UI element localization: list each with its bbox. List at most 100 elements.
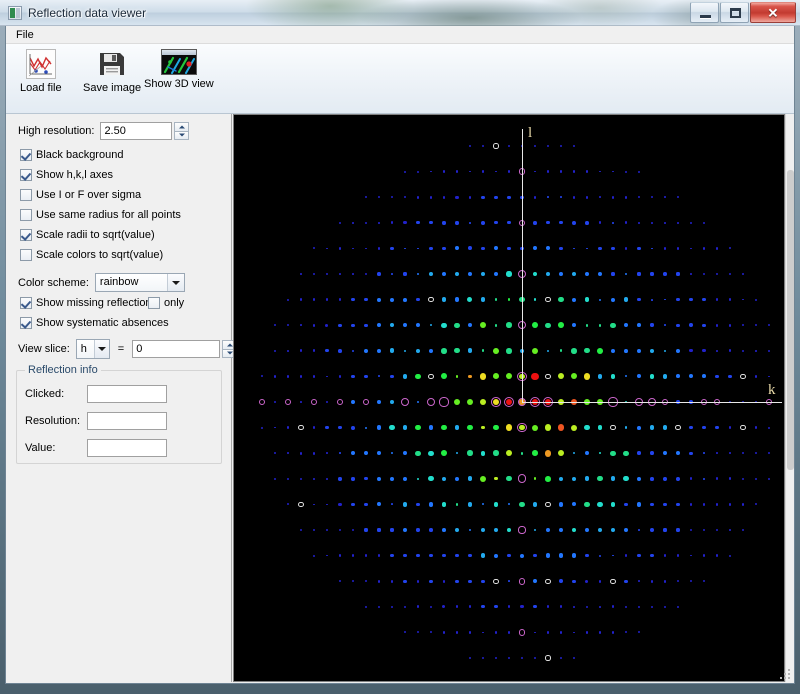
reflection-dot[interactable] bbox=[715, 374, 719, 379]
reflection-dot[interactable] bbox=[571, 502, 577, 507]
reflection-dot[interactable] bbox=[533, 221, 537, 225]
reflection-dot[interactable] bbox=[300, 273, 302, 275]
missing-reflection-ring[interactable] bbox=[545, 297, 551, 303]
reflection-dot[interactable] bbox=[715, 272, 719, 276]
reflection-dot[interactable] bbox=[533, 528, 537, 532]
reflection-dot[interactable] bbox=[415, 348, 421, 354]
missing-reflection-ring[interactable] bbox=[336, 398, 344, 406]
reflection-dot[interactable] bbox=[520, 144, 524, 148]
checkbox-use-same-radius-box[interactable] bbox=[20, 209, 32, 221]
reflection-dot[interactable] bbox=[416, 297, 420, 302]
missing-reflection-ring[interactable] bbox=[713, 398, 721, 406]
reflection-dot[interactable] bbox=[312, 247, 316, 250]
reflection-dot[interactable] bbox=[663, 272, 667, 276]
reflection-dot[interactable] bbox=[403, 170, 407, 173]
reflection-dot[interactable] bbox=[676, 605, 680, 608]
missing-reflection-ring[interactable] bbox=[298, 425, 304, 431]
reflection-dot[interactable] bbox=[558, 322, 564, 329]
reflection-dot[interactable] bbox=[467, 502, 473, 507]
reflection-dot[interactable] bbox=[584, 501, 590, 508]
reflection-dot[interactable] bbox=[690, 273, 692, 275]
reflection-dot[interactable] bbox=[676, 272, 680, 276]
reflection-dot[interactable] bbox=[664, 324, 666, 327]
reflection-dot[interactable] bbox=[584, 451, 590, 456]
reflection-dot[interactable] bbox=[468, 144, 471, 147]
missing-reflection-ring[interactable] bbox=[362, 398, 370, 406]
missing-reflection-ring[interactable] bbox=[518, 168, 526, 175]
reflection-dot[interactable] bbox=[611, 195, 615, 199]
reflection-dot[interactable] bbox=[689, 400, 693, 404]
reflection-dot[interactable] bbox=[677, 221, 679, 224]
reflection-dot[interactable] bbox=[442, 631, 446, 634]
reflection-dot[interactable] bbox=[429, 195, 433, 199]
reflection-dot[interactable] bbox=[378, 375, 380, 378]
reflection-dot[interactable] bbox=[442, 554, 446, 558]
reflection-dot[interactable] bbox=[390, 196, 394, 199]
reflection-dot[interactable] bbox=[338, 247, 342, 250]
reflection-dot[interactable] bbox=[415, 373, 421, 380]
reflection-dot[interactable] bbox=[532, 322, 538, 329]
reflection-dot[interactable] bbox=[558, 476, 564, 481]
reflection-dot[interactable] bbox=[741, 323, 745, 327]
reflection-dot[interactable] bbox=[468, 579, 472, 583]
reflection-dot[interactable] bbox=[703, 477, 705, 480]
reflection-dot[interactable] bbox=[390, 221, 394, 225]
checkbox-black-background[interactable]: Black background bbox=[20, 149, 123, 161]
reflection-dot[interactable] bbox=[662, 451, 668, 456]
checkbox-black-background-box[interactable] bbox=[20, 149, 32, 161]
reflection-dot[interactable] bbox=[506, 527, 512, 533]
reflection-dot[interactable] bbox=[636, 374, 642, 379]
reflection-dot[interactable] bbox=[403, 605, 407, 608]
reflection-dot[interactable] bbox=[286, 375, 290, 378]
reflection-dot[interactable] bbox=[377, 554, 381, 557]
reflection-dot[interactable] bbox=[651, 298, 653, 301]
reflection-dot[interactable] bbox=[390, 246, 394, 251]
reflection-dot[interactable] bbox=[455, 374, 459, 378]
reflection-dot[interactable] bbox=[429, 528, 433, 532]
missing-reflection-ring[interactable] bbox=[428, 297, 434, 303]
reflection-dot[interactable] bbox=[715, 298, 719, 302]
reflection-dot[interactable] bbox=[507, 246, 511, 251]
reflection-dot[interactable] bbox=[754, 452, 758, 455]
reflection-dot[interactable] bbox=[389, 322, 395, 328]
reflection-dot[interactable] bbox=[610, 348, 616, 353]
reflection-dot[interactable] bbox=[429, 605, 433, 609]
reflection-dot[interactable] bbox=[364, 323, 368, 327]
reflection-dot[interactable] bbox=[663, 528, 667, 532]
reflection-dot[interactable] bbox=[597, 347, 603, 354]
reflection-dot[interactable] bbox=[676, 528, 680, 532]
reflection-dot[interactable] bbox=[338, 502, 342, 506]
reflection-dot[interactable] bbox=[364, 374, 368, 379]
reflection-dot[interactable] bbox=[338, 298, 342, 302]
reflection-dot[interactable] bbox=[624, 502, 628, 507]
reflection-dot[interactable] bbox=[453, 398, 461, 406]
reflection-dot[interactable] bbox=[441, 424, 447, 431]
reflection-dot[interactable] bbox=[273, 400, 277, 404]
reflection-dot[interactable] bbox=[508, 580, 510, 583]
reflection-dot[interactable] bbox=[612, 170, 614, 173]
reflection-dot[interactable] bbox=[610, 476, 616, 482]
reflection-dot[interactable] bbox=[533, 246, 537, 251]
reflection-dot[interactable] bbox=[676, 502, 680, 507]
reflection-dot[interactable] bbox=[454, 425, 460, 430]
reflection-dot[interactable] bbox=[441, 322, 447, 328]
reflection-dot[interactable] bbox=[598, 579, 602, 583]
reflection-dot[interactable] bbox=[597, 399, 603, 405]
reflection-dot[interactable] bbox=[468, 195, 472, 199]
reflection-dot[interactable] bbox=[377, 579, 381, 583]
close-button[interactable]: ✕ bbox=[750, 2, 796, 23]
reflection-dot[interactable] bbox=[273, 349, 277, 352]
color-scheme-select[interactable]: rainbow bbox=[94, 273, 185, 292]
reflection-dot[interactable] bbox=[481, 170, 485, 173]
reflection-dot[interactable] bbox=[558, 553, 564, 558]
reflection-dot[interactable] bbox=[442, 246, 446, 251]
reflection-dot[interactable] bbox=[585, 195, 589, 199]
reflection-dot[interactable] bbox=[572, 452, 576, 455]
reflection-dot[interactable] bbox=[623, 450, 629, 456]
reflection-dot[interactable] bbox=[559, 605, 563, 609]
reflection-dot[interactable] bbox=[455, 631, 459, 634]
reflection-dot[interactable] bbox=[624, 579, 628, 583]
checkbox-scale-radii-box[interactable] bbox=[20, 229, 32, 241]
reflection-dot[interactable] bbox=[507, 553, 511, 558]
missing-reflection-ring[interactable] bbox=[675, 425, 681, 431]
